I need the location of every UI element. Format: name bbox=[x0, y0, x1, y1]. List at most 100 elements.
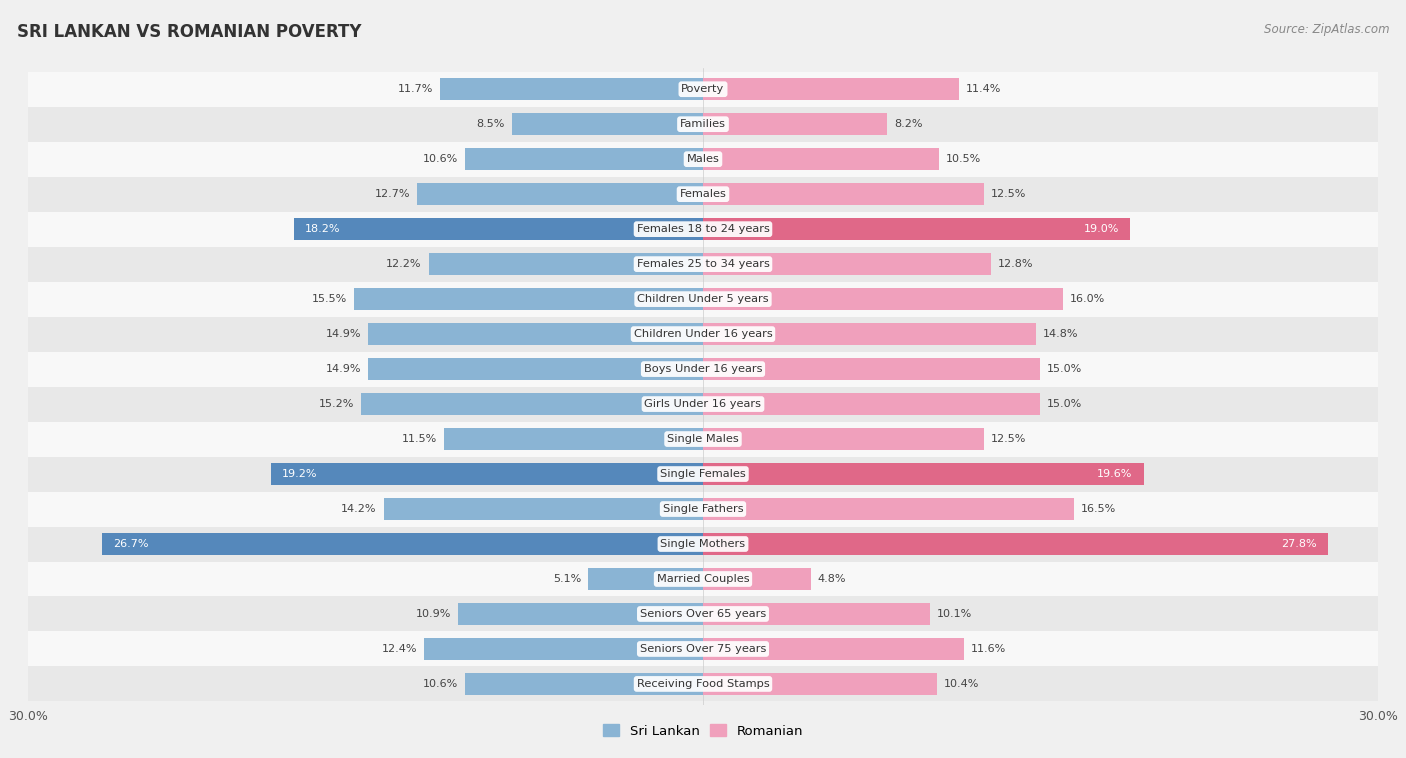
Bar bbox=[703, 533, 1329, 555]
Text: 12.5%: 12.5% bbox=[991, 434, 1026, 444]
Bar bbox=[28, 421, 1378, 456]
Text: 11.4%: 11.4% bbox=[966, 84, 1001, 94]
Bar bbox=[103, 533, 703, 555]
Text: Children Under 5 years: Children Under 5 years bbox=[637, 294, 769, 304]
Text: 10.6%: 10.6% bbox=[423, 679, 458, 689]
Bar bbox=[440, 78, 703, 100]
Bar bbox=[703, 498, 1074, 520]
Bar bbox=[28, 666, 1378, 701]
Text: 16.0%: 16.0% bbox=[1070, 294, 1105, 304]
Text: 15.0%: 15.0% bbox=[1047, 364, 1083, 374]
Text: 15.5%: 15.5% bbox=[312, 294, 347, 304]
Bar bbox=[28, 211, 1378, 246]
Text: Females 25 to 34 years: Females 25 to 34 years bbox=[637, 259, 769, 269]
Bar bbox=[368, 323, 703, 345]
Text: Poverty: Poverty bbox=[682, 84, 724, 94]
Text: 19.0%: 19.0% bbox=[1084, 224, 1119, 234]
Text: 18.2%: 18.2% bbox=[305, 224, 340, 234]
Bar bbox=[28, 72, 1378, 107]
Text: Females: Females bbox=[679, 190, 727, 199]
Text: 14.9%: 14.9% bbox=[326, 329, 361, 339]
Bar bbox=[703, 114, 887, 135]
Text: 12.5%: 12.5% bbox=[991, 190, 1026, 199]
Text: Children Under 16 years: Children Under 16 years bbox=[634, 329, 772, 339]
Text: Single Females: Single Females bbox=[661, 469, 745, 479]
Text: Source: ZipAtlas.com: Source: ZipAtlas.com bbox=[1264, 23, 1389, 36]
Bar bbox=[28, 456, 1378, 491]
Bar bbox=[464, 149, 703, 170]
Text: 14.2%: 14.2% bbox=[342, 504, 377, 514]
Text: 19.2%: 19.2% bbox=[283, 469, 318, 479]
Text: Married Couples: Married Couples bbox=[657, 574, 749, 584]
Bar bbox=[703, 568, 811, 590]
Text: 19.6%: 19.6% bbox=[1097, 469, 1133, 479]
Text: 15.0%: 15.0% bbox=[1047, 399, 1083, 409]
Text: 4.8%: 4.8% bbox=[818, 574, 846, 584]
Bar bbox=[354, 288, 703, 310]
Bar bbox=[703, 393, 1040, 415]
Text: 12.2%: 12.2% bbox=[387, 259, 422, 269]
Bar bbox=[28, 142, 1378, 177]
Text: Girls Under 16 years: Girls Under 16 years bbox=[644, 399, 762, 409]
Text: 11.7%: 11.7% bbox=[398, 84, 433, 94]
Bar bbox=[368, 359, 703, 380]
Bar bbox=[703, 428, 984, 450]
Text: SRI LANKAN VS ROMANIAN POVERTY: SRI LANKAN VS ROMANIAN POVERTY bbox=[17, 23, 361, 41]
Bar bbox=[703, 638, 965, 659]
Text: 10.6%: 10.6% bbox=[423, 154, 458, 164]
Text: 10.5%: 10.5% bbox=[946, 154, 981, 164]
Bar bbox=[28, 282, 1378, 317]
Bar bbox=[703, 183, 984, 205]
Bar bbox=[425, 638, 703, 659]
Text: Single Mothers: Single Mothers bbox=[661, 539, 745, 549]
Bar bbox=[28, 631, 1378, 666]
Text: 16.5%: 16.5% bbox=[1081, 504, 1116, 514]
Bar bbox=[703, 149, 939, 170]
Bar bbox=[384, 498, 703, 520]
Bar bbox=[28, 562, 1378, 597]
Bar bbox=[703, 463, 1144, 485]
Bar bbox=[28, 597, 1378, 631]
Text: Females 18 to 24 years: Females 18 to 24 years bbox=[637, 224, 769, 234]
Text: 11.5%: 11.5% bbox=[402, 434, 437, 444]
Bar bbox=[703, 603, 931, 625]
Text: 8.2%: 8.2% bbox=[894, 119, 922, 129]
Bar bbox=[703, 323, 1036, 345]
Bar bbox=[28, 527, 1378, 562]
Text: Receiving Food Stamps: Receiving Food Stamps bbox=[637, 679, 769, 689]
Bar bbox=[512, 114, 703, 135]
Bar bbox=[28, 246, 1378, 282]
Bar bbox=[361, 393, 703, 415]
Text: Families: Families bbox=[681, 119, 725, 129]
Bar bbox=[418, 183, 703, 205]
Text: 5.1%: 5.1% bbox=[554, 574, 582, 584]
Bar bbox=[294, 218, 703, 240]
Bar bbox=[28, 387, 1378, 421]
Bar bbox=[28, 491, 1378, 527]
Text: 11.6%: 11.6% bbox=[970, 644, 1005, 654]
Text: Single Males: Single Males bbox=[666, 434, 740, 444]
Text: 8.5%: 8.5% bbox=[477, 119, 505, 129]
Text: 12.7%: 12.7% bbox=[375, 190, 411, 199]
Bar bbox=[271, 463, 703, 485]
Bar bbox=[28, 177, 1378, 211]
Bar bbox=[703, 673, 936, 695]
Bar bbox=[28, 352, 1378, 387]
Bar bbox=[703, 78, 959, 100]
Bar bbox=[588, 568, 703, 590]
Bar bbox=[429, 253, 703, 275]
Text: Males: Males bbox=[686, 154, 720, 164]
Bar bbox=[703, 359, 1040, 380]
Bar bbox=[703, 253, 991, 275]
Bar bbox=[464, 673, 703, 695]
Text: Single Fathers: Single Fathers bbox=[662, 504, 744, 514]
Text: 12.4%: 12.4% bbox=[382, 644, 418, 654]
Bar bbox=[444, 428, 703, 450]
Bar bbox=[703, 218, 1130, 240]
Text: 14.8%: 14.8% bbox=[1043, 329, 1078, 339]
Bar bbox=[703, 288, 1063, 310]
Text: 27.8%: 27.8% bbox=[1281, 539, 1317, 549]
Legend: Sri Lankan, Romanian: Sri Lankan, Romanian bbox=[598, 719, 808, 743]
Text: Seniors Over 65 years: Seniors Over 65 years bbox=[640, 609, 766, 619]
Text: 10.4%: 10.4% bbox=[943, 679, 979, 689]
